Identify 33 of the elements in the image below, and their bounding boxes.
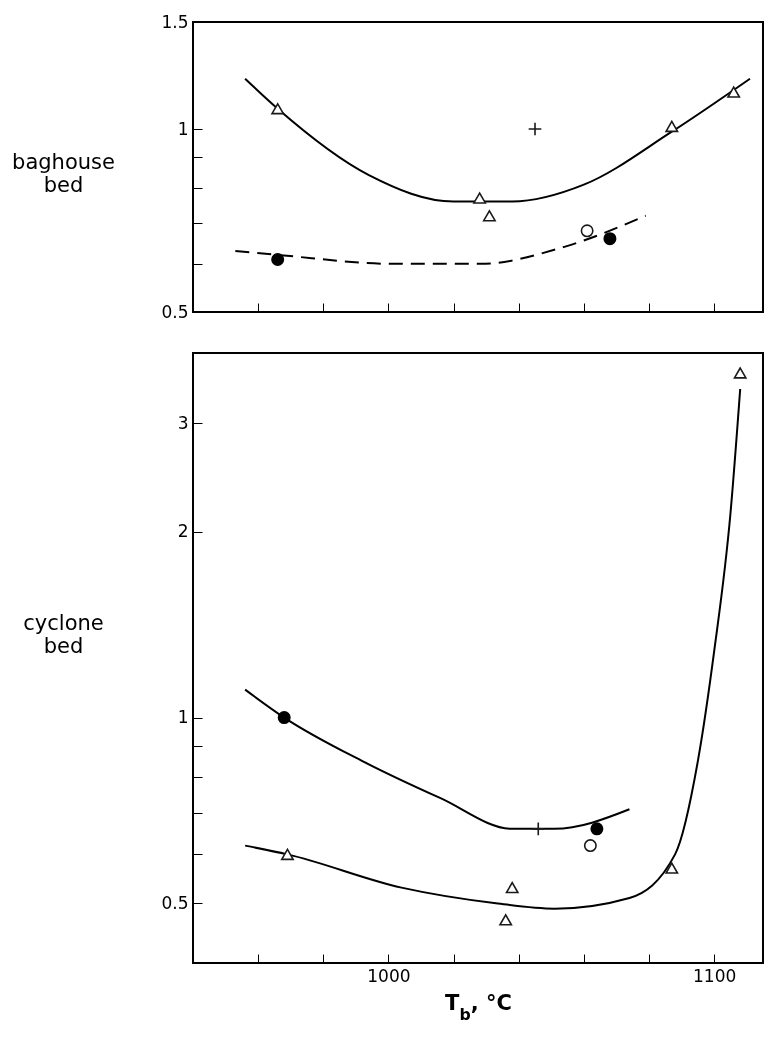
x-tick-label: 1100 (693, 965, 737, 986)
point (665, 120, 679, 133)
point (727, 86, 741, 98)
y-tick-label: 1 (177, 118, 189, 139)
point (665, 862, 679, 874)
y-tick-label: 3 (177, 412, 189, 433)
x-tick-label: 1000 (367, 965, 411, 986)
point (583, 839, 597, 853)
point (473, 192, 487, 204)
y-tick-label: 1.5 (161, 11, 189, 32)
point (527, 121, 543, 137)
point (580, 224, 594, 238)
line-series (244, 387, 742, 910)
y-axis-title: cyclone bed (23, 610, 104, 658)
point (499, 914, 513, 926)
line-series (244, 77, 751, 203)
point (280, 848, 294, 861)
point (603, 232, 617, 246)
x-axis-title: T$_{b}$, °C (445, 990, 512, 1023)
y-axis-title: baghouse bed (12, 149, 115, 197)
point (531, 821, 546, 836)
line-series (234, 214, 647, 265)
point (505, 881, 519, 894)
y-tick-label: 1 (177, 707, 189, 728)
point (271, 253, 285, 266)
point (277, 711, 291, 725)
point (590, 822, 604, 836)
y-tick-label: 0.5 (161, 892, 189, 913)
point (482, 210, 496, 222)
point (733, 367, 747, 379)
y-tick-label: 0.5 (161, 301, 189, 322)
y-tick-label: 2 (177, 521, 189, 542)
point (271, 102, 285, 115)
